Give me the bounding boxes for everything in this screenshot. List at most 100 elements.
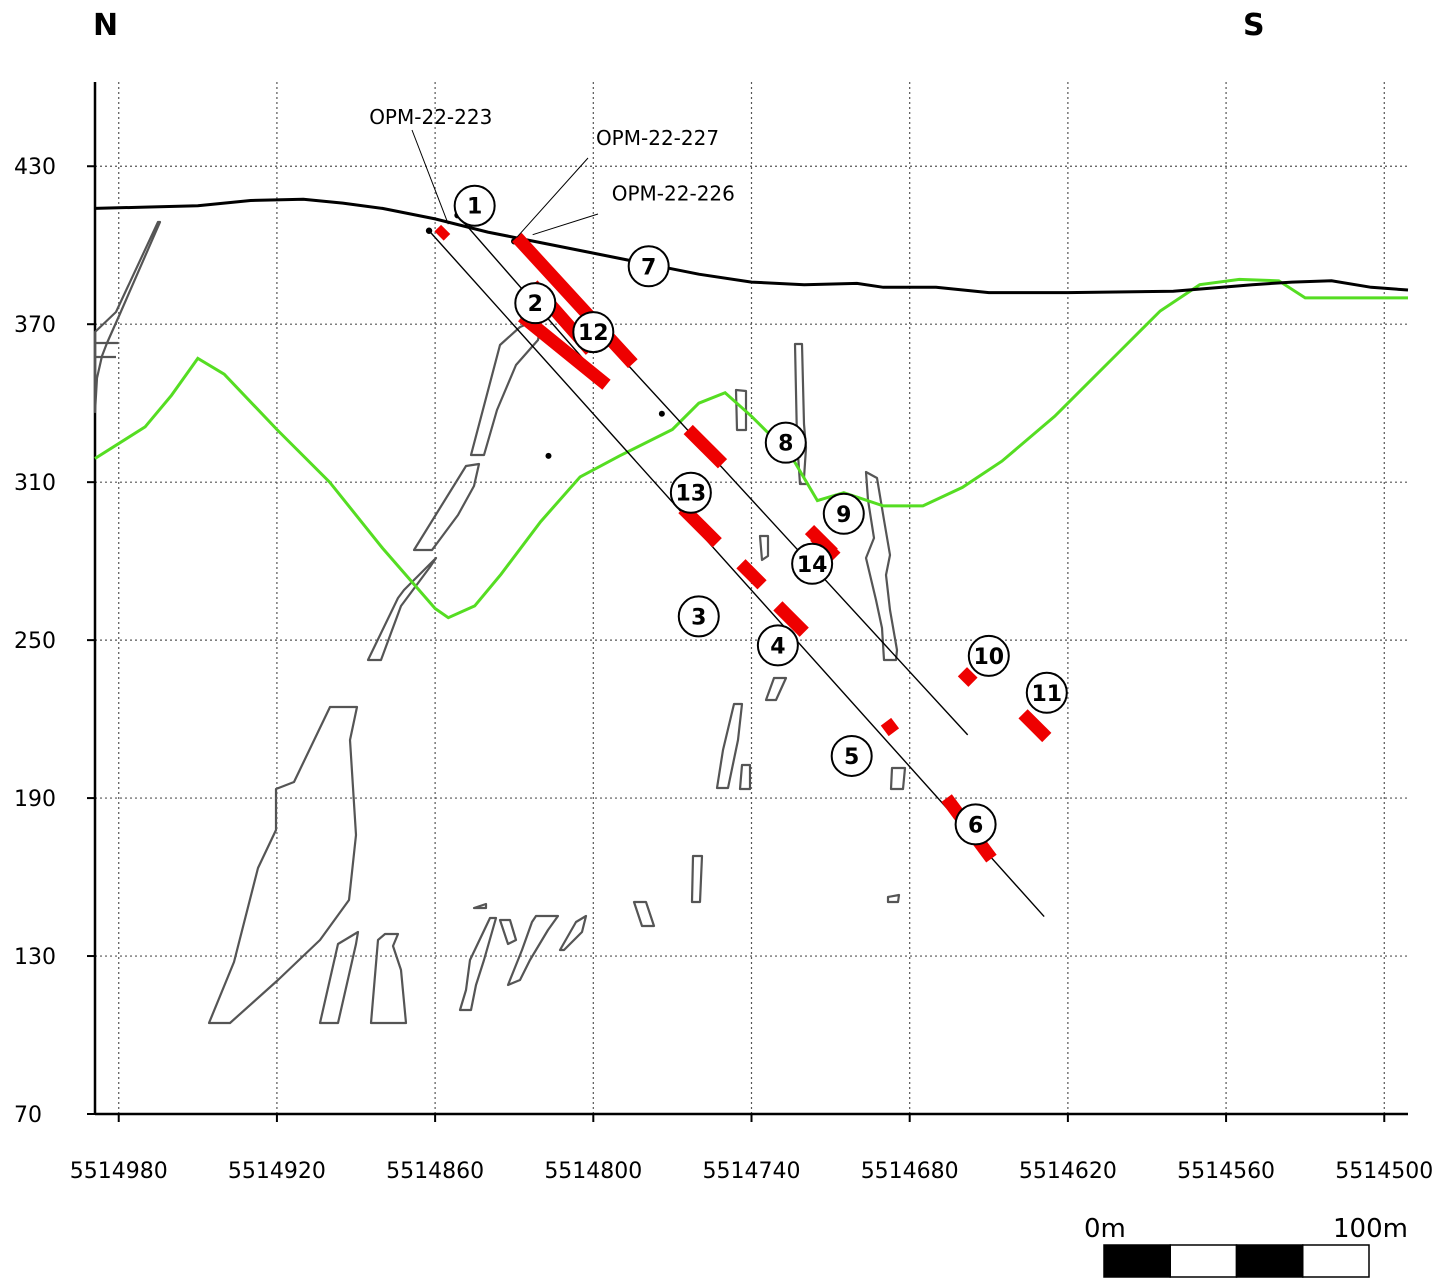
axes: 5514980 5514920 5514860 5514800 5514740 55146…	[14, 82, 1433, 1184]
y-tick-label: 190	[14, 787, 56, 812]
geology-outline	[632, 900, 656, 928]
scale-bar	[1103, 1244, 1370, 1278]
intercept-3	[736, 559, 767, 590]
scale-bar-segment	[1302, 1244, 1370, 1278]
callout-label: 4	[770, 634, 785, 659]
survey-point	[545, 452, 552, 459]
callout-circle	[1025, 671, 1068, 714]
callout-label: 3	[691, 605, 706, 630]
geology-outline	[472, 902, 488, 910]
geology-outline	[690, 854, 704, 904]
geology-outline	[95, 341, 118, 359]
geology-outline	[886, 893, 901, 904]
drillhole-leader	[532, 213, 599, 236]
drillhole-label: OPM-22-226	[612, 181, 735, 205]
intercept-13	[678, 503, 722, 548]
intercept-9	[810, 531, 841, 562]
x-tick-label: 5514560	[1177, 1159, 1275, 1184]
x-tick-label: 5514980	[70, 1159, 168, 1184]
grid	[95, 82, 1408, 1115]
drillhole-leader	[411, 129, 449, 225]
callout-circle	[453, 184, 496, 227]
geology-outline	[498, 918, 518, 946]
callout-label: 11	[1031, 682, 1062, 707]
y-tick-label: 430	[14, 155, 56, 180]
x-tick-label: 5514920	[228, 1159, 326, 1184]
x-tick-label: 5514500	[1335, 1159, 1433, 1184]
callout-circle	[967, 634, 1010, 677]
geology-outline	[469, 316, 544, 457]
geology-outline	[93, 220, 162, 414]
callout-circle	[669, 471, 712, 514]
geology-outline	[889, 766, 907, 791]
drillhole-leader	[516, 157, 589, 238]
callout-label: 8	[778, 432, 793, 457]
geology-outlines	[93, 220, 907, 1025]
callout-label: 13	[676, 482, 707, 507]
x-tick-label: 5514680	[861, 1159, 959, 1184]
callout-label: 14	[797, 553, 828, 578]
geology-outline	[207, 705, 359, 1025]
north-label: N	[93, 8, 119, 43]
y-tick-label: 310	[14, 471, 56, 496]
geology-outline	[458, 916, 498, 1012]
callout-label: 12	[578, 321, 609, 346]
callout-circle	[954, 803, 997, 846]
intercept-12	[518, 311, 611, 390]
callout-circle	[677, 595, 720, 638]
callout-circle	[791, 542, 834, 585]
callout-label: 6	[968, 813, 983, 838]
intercept-10	[957, 667, 978, 687]
scale-bar-start-label: 0m	[1084, 1214, 1126, 1244]
callout-circle	[830, 734, 873, 777]
y-tick-label: 130	[14, 945, 56, 970]
callout-circle	[514, 282, 557, 325]
y-tick-label: 70	[14, 1103, 42, 1128]
scale-bar-segment	[1103, 1244, 1171, 1278]
intercept-11	[1018, 709, 1052, 743]
callout-circle	[572, 311, 615, 354]
green-surface-line	[94, 277, 1408, 620]
callout-label: 9	[836, 503, 851, 528]
y-tick-label: 250	[14, 629, 56, 654]
geology-outline	[506, 914, 560, 987]
callout-label: 7	[641, 255, 656, 280]
intercept-7	[512, 232, 638, 369]
geology-outline	[412, 462, 481, 552]
geology-outline	[366, 556, 438, 662]
y-tick-label: 370	[14, 313, 56, 338]
callout-label: 5	[844, 745, 859, 770]
callout-label: 2	[528, 292, 543, 317]
geology-outline	[738, 763, 752, 791]
callout-circle	[764, 421, 807, 464]
geology-outline	[764, 676, 788, 702]
intercept-4	[773, 601, 809, 637]
x-tick-label: 5514800	[544, 1159, 642, 1184]
x-tick-label: 5514620	[1019, 1159, 1117, 1184]
survey-point	[658, 410, 665, 417]
callout-circle	[756, 624, 799, 667]
geology-outline	[864, 470, 899, 662]
x-tick-label: 5514860	[386, 1159, 484, 1184]
drillhole-label: OPM-22-227	[596, 126, 719, 150]
intercept-1	[434, 224, 451, 241]
geology-outline	[369, 932, 408, 1025]
drillhole-label: OPM-22-223	[369, 105, 492, 129]
callout-circle	[822, 492, 865, 535]
south-label: S	[1243, 8, 1265, 43]
geology-outline	[734, 388, 748, 432]
geology-outline	[715, 702, 744, 790]
geology-outline	[558, 914, 588, 952]
drillhole-collar	[425, 227, 433, 234]
callout-circle	[627, 245, 670, 288]
scale-bar-end-label: 100m	[1333, 1214, 1408, 1244]
surface-lines	[94, 197, 1409, 620]
x-tick-label: 5514740	[703, 1159, 801, 1184]
geology-outline	[758, 534, 770, 562]
callout-label: 10	[973, 645, 1004, 670]
scale-bar-segment	[1235, 1244, 1304, 1278]
callout-label: 1	[467, 195, 482, 220]
geology-outline	[318, 930, 360, 1025]
